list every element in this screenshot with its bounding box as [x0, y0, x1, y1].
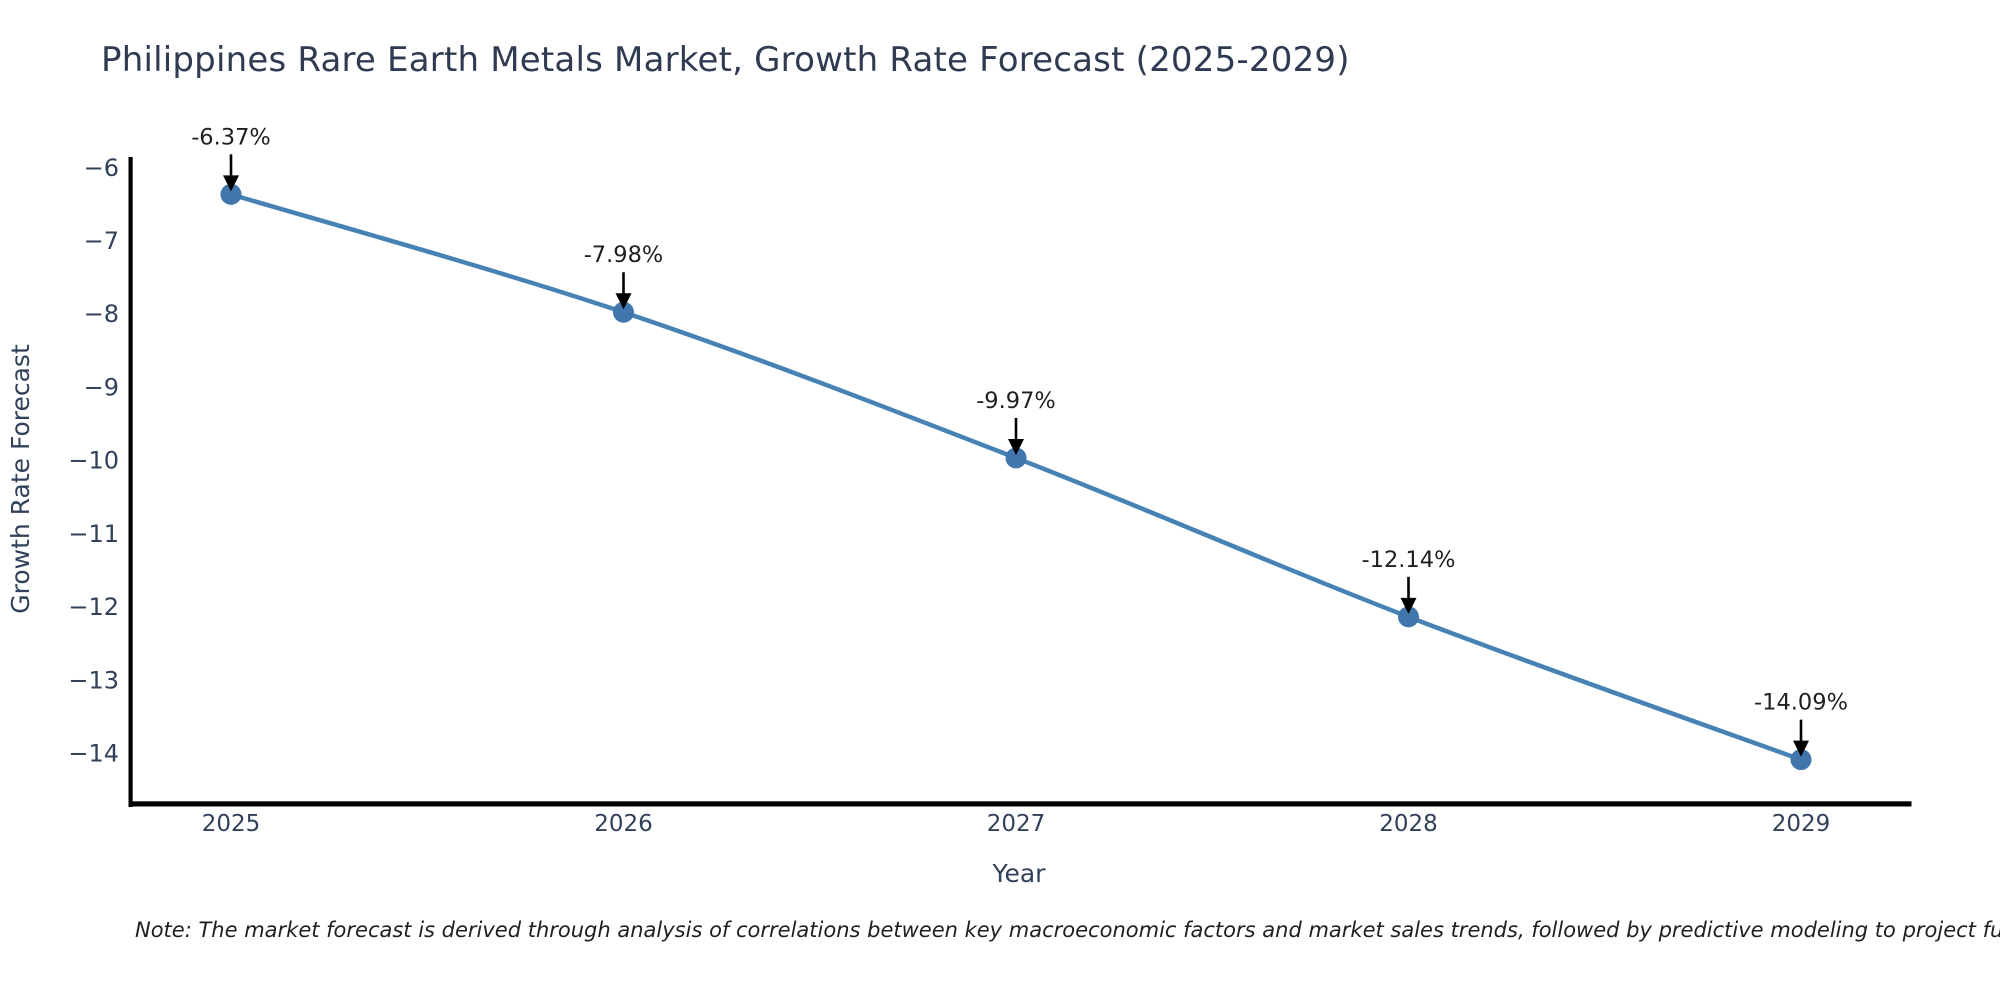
x-tick-label: 2029 [1772, 811, 1831, 837]
y-tick-label: −9 [84, 373, 119, 401]
y-tick-label: −10 [68, 447, 119, 475]
y-tick-label: −7 [84, 227, 119, 255]
chart-title: Philippines Rare Earth Metals Market, Gr… [101, 40, 1350, 80]
x-tick-label: 2028 [1379, 811, 1438, 837]
data-point [1005, 447, 1027, 469]
x-tick-label: 2027 [987, 811, 1046, 837]
annotation-arrow-head [1008, 438, 1024, 455]
y-tick-label: −12 [68, 593, 119, 621]
y-tick-label: −13 [68, 666, 119, 694]
y-axis-title: Growth Rate Forecast [6, 344, 35, 614]
y-tick-label: −14 [68, 740, 119, 768]
x-tick-label: 2026 [594, 811, 653, 837]
data-point [613, 301, 634, 323]
annotation-arrow-head [615, 293, 632, 310]
x-tick-label: 2025 [202, 811, 261, 837]
annotation-arrow-head [1400, 597, 1417, 614]
x-axis-title: Year [992, 859, 1047, 888]
forecast-line [228, 192, 1804, 762]
data-point [220, 183, 242, 205]
data-point-label: -7.98% [584, 242, 664, 268]
data-point-label: -14.09% [1754, 690, 1848, 716]
annotation-arrow-head [223, 175, 239, 192]
data-point-label: -9.97% [976, 388, 1056, 414]
data-point [1398, 606, 1419, 628]
data-point [1790, 749, 1812, 771]
y-axis-spine [128, 157, 133, 807]
x-axis-spine [128, 801, 1912, 807]
data-point-label: -6.37% [191, 124, 271, 150]
annotation-arrow-head [1793, 740, 1809, 757]
y-tick-label: −6 [84, 154, 119, 182]
y-tick-label: −11 [68, 520, 119, 548]
data-point-label: -12.14% [1362, 547, 1456, 573]
y-tick-label: −8 [84, 300, 119, 328]
footnote: Note: The market forecast is derived thr… [135, 918, 2000, 942]
